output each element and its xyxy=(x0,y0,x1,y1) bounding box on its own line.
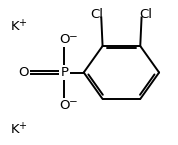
Text: +: + xyxy=(18,18,26,28)
Text: K: K xyxy=(11,20,20,33)
Text: P: P xyxy=(61,66,69,79)
Text: +: + xyxy=(18,121,26,131)
Text: −: − xyxy=(69,97,77,107)
Text: −: − xyxy=(69,32,77,42)
Text: Cl: Cl xyxy=(90,8,103,21)
Text: O: O xyxy=(59,33,70,46)
Text: Cl: Cl xyxy=(139,8,152,21)
Text: O: O xyxy=(18,66,28,79)
Text: O: O xyxy=(59,99,70,112)
Text: K: K xyxy=(11,123,20,136)
